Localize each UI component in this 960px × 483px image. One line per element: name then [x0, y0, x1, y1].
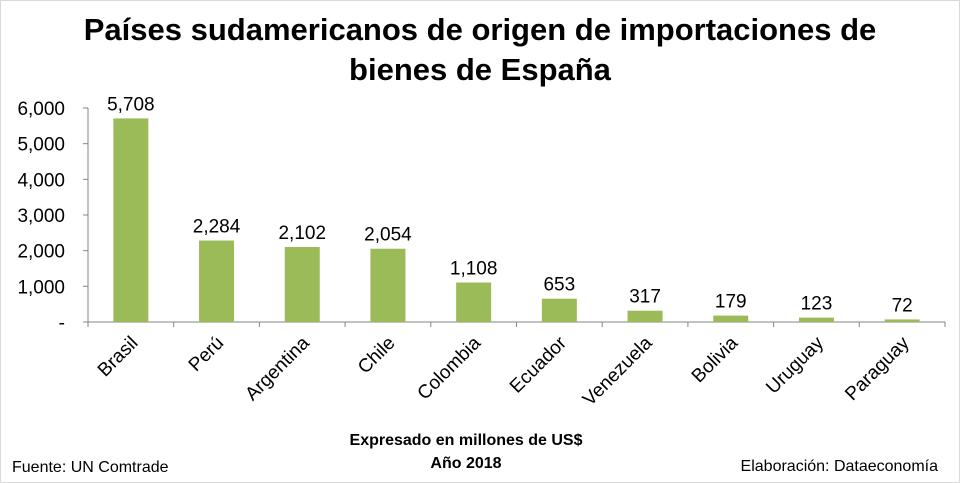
- bar: [456, 282, 492, 322]
- data-label: 1,108: [450, 258, 498, 279]
- category-label: Uruguay: [762, 332, 828, 398]
- category-label: Paraguay: [841, 332, 914, 405]
- y-tick-label: 6,000: [17, 99, 65, 120]
- bar: [199, 240, 235, 322]
- y-tick-label: 4,000: [17, 170, 65, 191]
- data-label: 653: [543, 275, 575, 296]
- x-axis-label-line-1: Expresado en millones de US$: [350, 432, 583, 449]
- category-labels: Brasil Perú Argentina Chile Colombia Ecuador V…: [94, 332, 914, 410]
- y-tick-label: 2,000: [17, 242, 65, 263]
- category-label: Argentina: [241, 332, 314, 405]
- bar: [541, 298, 577, 322]
- credit-note: Elaboración: Dataeconomía: [741, 458, 939, 475]
- bars: [113, 118, 920, 322]
- y-tick-label: -: [59, 313, 65, 334]
- source-note: Fuente: UN Comtrade: [12, 459, 169, 476]
- bar: [713, 315, 749, 322]
- data-label: 2,284: [193, 217, 241, 238]
- chart-title-line-2: bienes de España: [349, 52, 612, 87]
- y-tick-label: 1,000: [17, 277, 65, 298]
- category-label: Colombia: [414, 332, 486, 404]
- bar: [627, 310, 663, 322]
- bar: [798, 317, 834, 322]
- x-axis-label-line-2: Año 2018: [430, 455, 501, 472]
- data-label: 2,054: [364, 225, 412, 246]
- data-label: 5,708: [107, 94, 155, 115]
- data-label: 317: [629, 287, 661, 308]
- y-axis: - 1,000 2,000 3,000 4,000 5,000 6,000: [17, 99, 89, 334]
- category-label: Ecuador: [506, 332, 571, 397]
- bar: [113, 118, 149, 322]
- y-tick-label: 5,000: [17, 135, 65, 156]
- data-label: 123: [801, 294, 833, 315]
- chart-title-line-1: Países sudamericanos de origen de import…: [84, 12, 877, 47]
- category-label: Chile: [354, 333, 399, 378]
- x-axis: [87, 321, 946, 327]
- category-label: Venezuela: [579, 332, 657, 410]
- data-label: 179: [715, 292, 747, 313]
- category-label: Bolivia: [688, 332, 743, 387]
- bar: [284, 247, 320, 322]
- data-label: 2,102: [278, 223, 326, 244]
- category-label: Perú: [185, 333, 228, 376]
- bar: [884, 319, 920, 322]
- y-tick-label: 3,000: [17, 206, 65, 227]
- data-label: 72: [892, 295, 913, 316]
- bar: [370, 248, 406, 322]
- data-labels: 5,708 2,284 2,102 2,054 1,108 653 317 179 123 72: [107, 94, 913, 316]
- category-label: Brasil: [94, 333, 142, 381]
